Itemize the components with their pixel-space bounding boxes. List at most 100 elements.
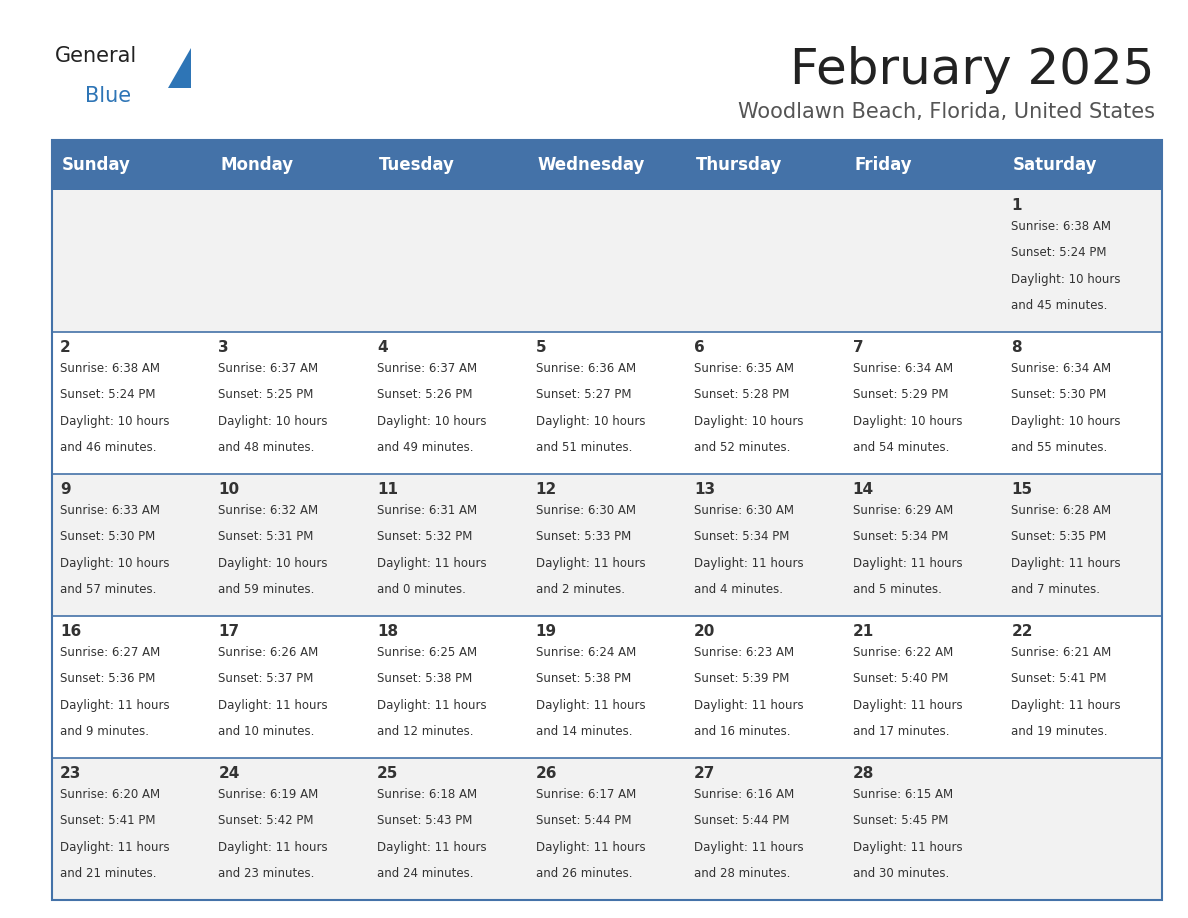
Text: Daylight: 10 hours: Daylight: 10 hours (219, 415, 328, 428)
Bar (1004, 190, 1162, 332)
Text: and 4 minutes.: and 4 minutes. (694, 583, 783, 596)
Text: 4: 4 (377, 340, 387, 355)
Text: Daylight: 10 hours: Daylight: 10 hours (853, 415, 962, 428)
Text: Daylight: 10 hours: Daylight: 10 hours (59, 415, 170, 428)
Text: and 7 minutes.: and 7 minutes. (1011, 583, 1100, 596)
Text: Daylight: 11 hours: Daylight: 11 hours (536, 699, 645, 711)
Bar (52, 332, 210, 474)
Text: and 21 minutes.: and 21 minutes. (59, 867, 157, 879)
Text: Sunrise: 6:24 AM: Sunrise: 6:24 AM (536, 646, 636, 659)
Text: Sunrise: 6:31 AM: Sunrise: 6:31 AM (377, 504, 478, 517)
Text: 24: 24 (219, 766, 240, 781)
Text: 28: 28 (853, 766, 874, 781)
Text: Sunrise: 6:16 AM: Sunrise: 6:16 AM (694, 788, 795, 801)
Text: 25: 25 (377, 766, 398, 781)
Text: Sunset: 5:36 PM: Sunset: 5:36 PM (59, 672, 156, 685)
Text: 11: 11 (377, 482, 398, 497)
Text: Sunrise: 6:23 AM: Sunrise: 6:23 AM (694, 646, 795, 659)
Text: Daylight: 11 hours: Daylight: 11 hours (1011, 556, 1121, 569)
Text: Sunset: 5:41 PM: Sunset: 5:41 PM (1011, 672, 1107, 685)
Text: 27: 27 (694, 766, 715, 781)
Text: Sunset: 5:25 PM: Sunset: 5:25 PM (219, 388, 314, 401)
Text: Monday: Monday (220, 156, 293, 174)
Text: Sunrise: 6:15 AM: Sunrise: 6:15 AM (853, 788, 953, 801)
Text: and 26 minutes.: and 26 minutes. (536, 867, 632, 879)
Text: and 28 minutes.: and 28 minutes. (694, 867, 790, 879)
Text: Sunrise: 6:29 AM: Sunrise: 6:29 AM (853, 504, 953, 517)
Text: 7: 7 (853, 340, 864, 355)
Bar (52, 140, 1162, 900)
Text: and 10 minutes.: and 10 minutes. (219, 725, 315, 738)
Bar (845, 616, 1004, 758)
Text: Sunrise: 6:34 AM: Sunrise: 6:34 AM (853, 362, 953, 375)
Text: Daylight: 11 hours: Daylight: 11 hours (377, 699, 487, 711)
Text: Sunrise: 6:38 AM: Sunrise: 6:38 AM (59, 362, 160, 375)
Bar (845, 758, 1004, 900)
Text: Sunrise: 6:32 AM: Sunrise: 6:32 AM (219, 504, 318, 517)
Text: and 5 minutes.: and 5 minutes. (853, 583, 942, 596)
Polygon shape (168, 48, 191, 88)
Text: 14: 14 (853, 482, 874, 497)
Text: Sunrise: 6:17 AM: Sunrise: 6:17 AM (536, 788, 636, 801)
Text: Sunrise: 6:33 AM: Sunrise: 6:33 AM (59, 504, 160, 517)
Bar (687, 474, 845, 616)
Bar (210, 332, 369, 474)
Bar (369, 332, 527, 474)
Bar (52, 474, 210, 616)
Text: 10: 10 (219, 482, 240, 497)
Text: Blue: Blue (86, 86, 131, 106)
Text: Sunset: 5:43 PM: Sunset: 5:43 PM (377, 814, 473, 827)
Text: Daylight: 11 hours: Daylight: 11 hours (536, 841, 645, 854)
Bar (1004, 140, 1162, 190)
Text: Daylight: 10 hours: Daylight: 10 hours (219, 556, 328, 569)
Bar (527, 332, 687, 474)
Text: Daylight: 11 hours: Daylight: 11 hours (377, 556, 487, 569)
Bar (687, 190, 845, 332)
Text: and 9 minutes.: and 9 minutes. (59, 725, 148, 738)
Text: Sunset: 5:37 PM: Sunset: 5:37 PM (219, 672, 314, 685)
Bar (527, 616, 687, 758)
Bar (845, 190, 1004, 332)
Text: 16: 16 (59, 624, 81, 639)
Text: General: General (55, 46, 138, 66)
Text: Sunrise: 6:28 AM: Sunrise: 6:28 AM (1011, 504, 1112, 517)
Bar (687, 616, 845, 758)
Text: Sunset: 5:41 PM: Sunset: 5:41 PM (59, 814, 156, 827)
Text: 13: 13 (694, 482, 715, 497)
Text: Sunrise: 6:35 AM: Sunrise: 6:35 AM (694, 362, 795, 375)
Text: Daylight: 11 hours: Daylight: 11 hours (853, 699, 962, 711)
Text: Sunset: 5:35 PM: Sunset: 5:35 PM (1011, 531, 1106, 543)
Text: Sunset: 5:38 PM: Sunset: 5:38 PM (536, 672, 631, 685)
Text: 22: 22 (1011, 624, 1032, 639)
Text: Sunset: 5:26 PM: Sunset: 5:26 PM (377, 388, 473, 401)
Bar (527, 758, 687, 900)
Text: 23: 23 (59, 766, 81, 781)
Text: 5: 5 (536, 340, 546, 355)
Text: Sunset: 5:24 PM: Sunset: 5:24 PM (59, 388, 156, 401)
Bar (527, 190, 687, 332)
Text: and 48 minutes.: and 48 minutes. (219, 441, 315, 453)
Bar (369, 140, 527, 190)
Text: and 0 minutes.: and 0 minutes. (377, 583, 466, 596)
Text: and 46 minutes.: and 46 minutes. (59, 441, 157, 453)
Bar (687, 140, 845, 190)
Bar (845, 140, 1004, 190)
Text: Daylight: 11 hours: Daylight: 11 hours (59, 841, 170, 854)
Text: and 52 minutes.: and 52 minutes. (694, 441, 790, 453)
Text: Sunday: Sunday (62, 156, 131, 174)
Text: 12: 12 (536, 482, 557, 497)
Bar (1004, 758, 1162, 900)
Bar (52, 758, 210, 900)
Bar (369, 758, 527, 900)
Text: Sunset: 5:33 PM: Sunset: 5:33 PM (536, 531, 631, 543)
Text: Friday: Friday (854, 156, 912, 174)
Text: Daylight: 11 hours: Daylight: 11 hours (694, 841, 804, 854)
Bar (1004, 332, 1162, 474)
Bar (210, 190, 369, 332)
Text: 9: 9 (59, 482, 70, 497)
Text: 15: 15 (1011, 482, 1032, 497)
Text: 26: 26 (536, 766, 557, 781)
Text: and 45 minutes.: and 45 minutes. (1011, 299, 1107, 312)
Text: Sunset: 5:30 PM: Sunset: 5:30 PM (59, 531, 156, 543)
Text: Sunrise: 6:30 AM: Sunrise: 6:30 AM (536, 504, 636, 517)
